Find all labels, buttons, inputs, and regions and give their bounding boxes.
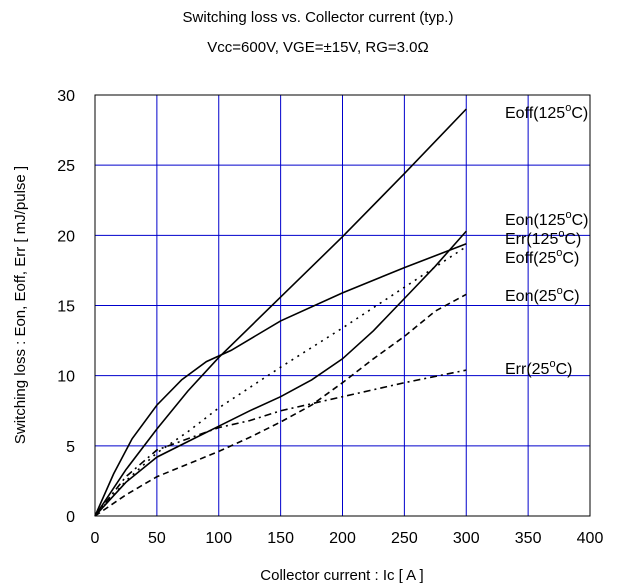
y-tick-label: 20 (57, 228, 75, 245)
y-tick-label: 15 (57, 299, 75, 316)
x-tick-label: 100 (205, 530, 232, 547)
series-lines (94, 108, 467, 517)
y-tick-label: 5 (66, 439, 75, 456)
y-axis-label: Switching loss : Eon, Eoff, Err [ mJ/pul… (12, 166, 29, 444)
series-label: Eon(125oC) (505, 209, 589, 229)
x-tick-label: 300 (453, 530, 480, 547)
tick-labels: 0 50 100 150 200 250 300 350 400 0 5 10 15 20 25 30 (57, 88, 603, 547)
series-label: Eoff(125oC) (505, 102, 588, 122)
x-tick-label: 400 (577, 530, 604, 547)
y-tick-label: 10 (57, 369, 75, 386)
x-tick-label: 200 (329, 530, 356, 547)
grid (95, 95, 590, 516)
y-tick-label: 25 (57, 158, 75, 175)
chart-subtitle: Vcc=600V, VGE=±15V, RG=3.0Ω (207, 39, 428, 56)
plot-frame (94, 94, 591, 517)
series-label: Err(25oC) (505, 358, 572, 378)
x-tick-label: 250 (391, 530, 418, 547)
series-label: Eon(25oC) (505, 285, 580, 305)
x-tick-label: 350 (515, 530, 542, 547)
chart-title: Switching loss vs. Collector current (ty… (183, 9, 454, 26)
x-tick-label: 50 (148, 530, 166, 547)
series-line (94, 108, 467, 517)
series-line (94, 293, 467, 517)
series-labels: Eoff(125oC) Eon(125oC)Err(125oC)Eoff(25oC… (505, 102, 589, 378)
y-tick-label: 0 (66, 509, 75, 526)
y-tick-label: 30 (57, 88, 75, 105)
series-line (94, 230, 467, 517)
series-label: Eoff(25oC) (505, 247, 579, 267)
x-tick-label: 150 (267, 530, 294, 547)
x-tick-label: 0 (91, 530, 100, 547)
series-line (94, 369, 467, 517)
series-line (94, 243, 467, 517)
x-axis-label: Collector current : Ic [ A ] (260, 567, 423, 584)
series-label: Err(125oC) (505, 228, 581, 248)
